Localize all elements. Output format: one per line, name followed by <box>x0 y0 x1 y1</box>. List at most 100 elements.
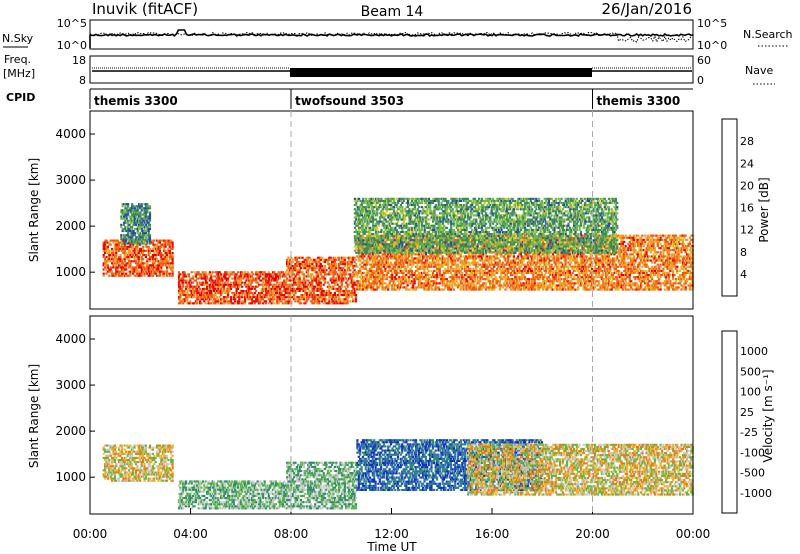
heatmap-cell <box>122 245 125 248</box>
heatmap-cell <box>193 279 196 282</box>
heatmap-cell <box>165 256 169 259</box>
heatmap-cell <box>250 296 254 299</box>
heatmap-cell <box>177 296 181 299</box>
heatmap-cell <box>522 284 525 287</box>
heatmap-cell <box>424 284 427 287</box>
heatmap-cell <box>315 289 318 292</box>
heatmap-cell <box>338 265 341 268</box>
heatmap-cell <box>318 269 321 272</box>
heatmap-cell <box>480 245 483 248</box>
heatmap-cell <box>510 259 513 262</box>
heatmap-cell <box>526 269 529 272</box>
heatmap-cell <box>143 249 146 252</box>
heatmap-cell <box>373 263 376 266</box>
heatmap-cell <box>554 278 557 281</box>
heatmap-cell <box>524 253 527 256</box>
heatmap-cell <box>274 289 277 292</box>
heatmap-cell <box>360 288 363 291</box>
heatmap-cell <box>430 280 433 283</box>
heatmap-cell <box>405 286 408 289</box>
heatmap-cell <box>134 254 138 257</box>
heatmap-cell <box>204 298 207 301</box>
heatmap-cell <box>505 247 508 250</box>
heatmap-cell <box>333 267 336 270</box>
heatmap-cell <box>158 247 161 250</box>
heatmap-cell <box>133 270 136 273</box>
heatmap-cell <box>430 261 433 264</box>
heatmap-cell <box>431 282 434 285</box>
heatmap-cell <box>293 296 296 299</box>
heatmap-cell <box>133 249 136 252</box>
heatmap-cell <box>542 253 545 256</box>
heatmap-cell <box>147 232 150 235</box>
heatmap-cell <box>142 242 145 245</box>
heatmap-cell <box>410 282 413 285</box>
heatmap-cell <box>539 259 542 262</box>
heatmap-cell <box>116 260 119 263</box>
heatmap-cell <box>352 281 355 284</box>
heatmap-cell <box>427 284 430 287</box>
heatmap-cell <box>277 271 280 274</box>
heatmap-cell <box>511 274 514 277</box>
heatmap-cell <box>544 263 548 266</box>
heatmap-cell <box>528 278 531 281</box>
heatmap-cell <box>496 234 499 237</box>
heatmap-cell <box>347 258 351 261</box>
heatmap-cell <box>394 257 397 260</box>
heatmap-cell <box>526 245 529 248</box>
heatmap-cell <box>144 238 147 241</box>
heatmap-cell <box>154 245 157 248</box>
heatmap-cell <box>384 253 387 256</box>
heatmap-cell <box>441 259 444 262</box>
heatmap-cell <box>263 275 266 278</box>
heatmap-cell <box>518 253 521 256</box>
heatmap-cell <box>281 283 284 286</box>
heatmap-cell <box>508 280 511 283</box>
heatmap-cell <box>276 275 279 278</box>
heatmap-cell <box>227 281 230 284</box>
heatmap-cell <box>111 274 114 277</box>
heatmap-cell <box>470 236 474 239</box>
heatmap-cell <box>476 282 479 285</box>
heatmap-cell <box>480 255 483 258</box>
heatmap-cell <box>410 245 413 248</box>
heatmap-cell <box>131 207 134 210</box>
heatmap-cell <box>121 213 124 216</box>
heatmap-cell <box>331 285 334 288</box>
heatmap-cell <box>242 302 245 305</box>
heatmap-cell <box>510 261 513 264</box>
heatmap-cell <box>470 269 474 272</box>
heatmap-cell <box>522 276 525 279</box>
freq-panel: Freq. [MHz] 18 8 60 0 Nave <box>3 53 775 87</box>
heatmap-cell <box>201 271 204 274</box>
heatmap-cell <box>343 269 346 272</box>
heatmap-cell <box>129 209 132 212</box>
heatmap-cell <box>134 247 138 250</box>
heatmap-cell <box>370 286 373 289</box>
heatmap-cell <box>220 298 223 301</box>
heatmap-cell <box>415 286 418 289</box>
heatmap-cell <box>127 213 130 216</box>
heatmap-cell <box>359 284 362 287</box>
heatmap-cell <box>129 207 132 210</box>
heatmap-cell <box>389 284 393 287</box>
heatmap-cell <box>449 284 453 287</box>
heatmap-cell <box>316 277 320 280</box>
heatmap-cell <box>547 280 550 283</box>
heatmap-cell <box>324 298 327 301</box>
heatmap-cell <box>410 276 413 279</box>
heatmap-cell <box>131 205 134 208</box>
heatmap-cell <box>493 274 496 277</box>
heatmap-cell <box>113 258 116 261</box>
heatmap-cell <box>136 211 139 214</box>
heatmap-cell <box>480 288 483 291</box>
heatmap-cell <box>489 255 492 258</box>
heatmap-cell <box>214 287 217 290</box>
heatmap-cell <box>387 238 390 241</box>
heatmap-cell <box>227 287 230 290</box>
heatmap-cell <box>533 265 536 268</box>
heatmap-cell <box>133 266 136 269</box>
heatmap-cell <box>490 259 493 262</box>
heatmap-cell <box>301 296 304 299</box>
heatmap-cell <box>128 207 131 210</box>
